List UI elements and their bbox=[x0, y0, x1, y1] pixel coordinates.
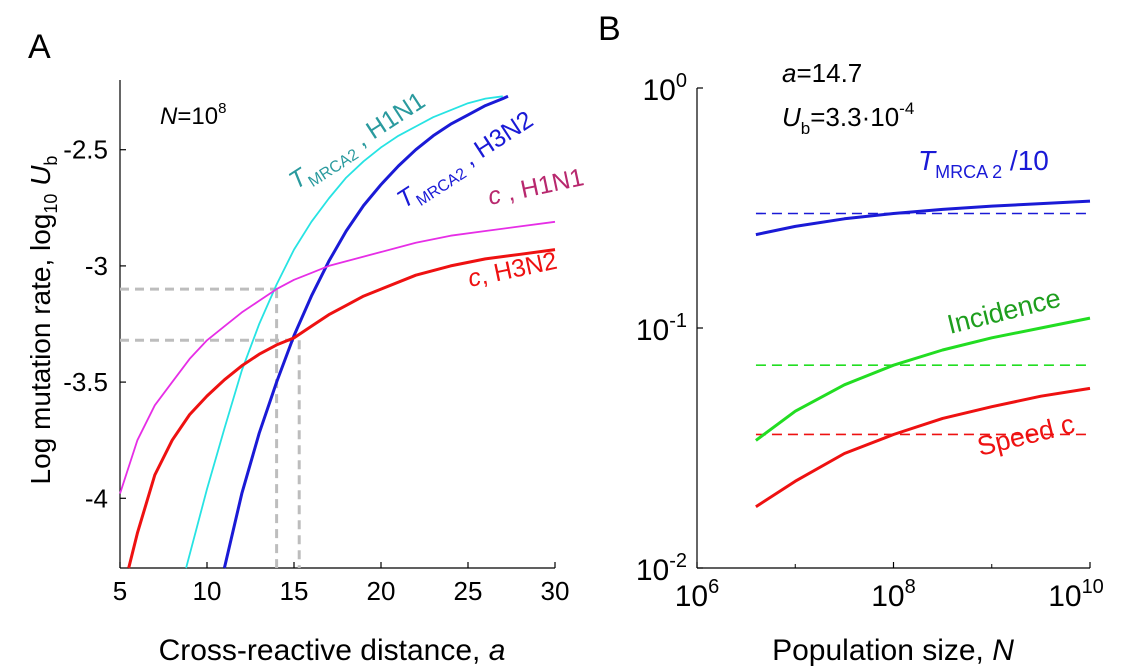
series-line-tmrca2-h1n1 bbox=[185, 95, 503, 569]
panel-a-x-ticks: 5 10 15 20 25 30 bbox=[113, 562, 570, 606]
series-line-tmrca-2-10 bbox=[755, 199, 1091, 237]
panel-b-series bbox=[755, 199, 1091, 508]
panel-a: A 5 10 15 20 25 30 -4 -3.5 -3 -2.5 N=108 TMRCA2 … bbox=[25, 28, 586, 667]
y-tick-label-2: 100 bbox=[643, 70, 688, 107]
panel-b-letter: B bbox=[598, 10, 621, 48]
panel-a-x-label: Cross-reactive distance, a bbox=[159, 634, 506, 667]
label-speed-c: Speed c bbox=[974, 409, 1077, 462]
y-tick-label-0: 10-2 bbox=[636, 550, 687, 587]
y-tick-label-1: -3.5 bbox=[63, 367, 108, 397]
x-tick-label-15: 15 bbox=[280, 576, 309, 606]
x-tick-label-10: 10 bbox=[193, 576, 222, 606]
panel-b-reference-lines bbox=[755, 212, 1090, 436]
svg-text:TMRCA2 , H1N1: TMRCA2 , H1N1 bbox=[284, 87, 433, 200]
y-tick-label-2: -3 bbox=[85, 251, 108, 281]
label-incidence: Incidence bbox=[944, 283, 1063, 340]
panel-b-ub-annotation: Ub=3.3·10-4 bbox=[782, 99, 914, 138]
x-tick-label-0: 106 bbox=[675, 576, 720, 613]
label-tmrca2-h1n1: TMRCA2 , H1N1 bbox=[284, 87, 433, 200]
label-c-h1n1: c , H1N1 bbox=[485, 163, 586, 211]
series-line-c-h3n2 bbox=[127, 248, 556, 569]
x-tick-label-25: 25 bbox=[454, 576, 483, 606]
x-tick-label-1: 108 bbox=[871, 576, 916, 613]
x-tick-label-20: 20 bbox=[367, 576, 396, 606]
svg-text:Speed c: Speed c bbox=[974, 409, 1077, 462]
panel-a-y-label: Log mutation rate, log10 Ub bbox=[25, 156, 61, 485]
panel-a-guides bbox=[120, 287, 301, 568]
svg-text:Incidence: Incidence bbox=[944, 283, 1063, 340]
svg-text:c , H1N1: c , H1N1 bbox=[485, 163, 586, 211]
panel-b-y-ticks: 10-2 10-1 100 bbox=[636, 70, 703, 587]
y-tick-label-0: -4 bbox=[85, 483, 108, 513]
y-tick-label-3: -2.5 bbox=[63, 135, 108, 165]
x-tick-label-5: 5 bbox=[113, 576, 127, 606]
x-tick-label-30: 30 bbox=[541, 576, 570, 606]
series-line-incidence bbox=[755, 316, 1091, 442]
label-tmrca2-over-10: TMRCA 2 /10 bbox=[918, 145, 1049, 182]
svg-text:c, H3N2: c, H3N2 bbox=[465, 247, 559, 293]
panel-a-n-annotation: N=108 bbox=[160, 100, 226, 130]
series-line-speed-c bbox=[755, 386, 1091, 508]
label-c-h3n2: c, H3N2 bbox=[465, 247, 559, 293]
series-line-tmrca2-h3n2 bbox=[222, 94, 509, 569]
panel-b-a-annotation: a=14.7 bbox=[782, 58, 862, 88]
panel-a-series bbox=[119, 94, 556, 569]
panel-a-y-ticks: -4 -3.5 -3 -2.5 bbox=[63, 135, 126, 513]
y-tick-label-1: 10-1 bbox=[636, 310, 687, 347]
x-tick-label-2: 1010 bbox=[1048, 576, 1104, 613]
panel-b: B 106 108 1010 10-2 10-1 100 a=14.7 Ub=3.3·1… bbox=[598, 10, 1104, 667]
panel-b-x-label: Population size, N bbox=[772, 634, 1014, 667]
series-line-c-h1n1 bbox=[119, 220, 556, 494]
panel-a-letter: A bbox=[28, 28, 51, 66]
panel-b-x-ticks: 106 108 1010 bbox=[675, 562, 1104, 613]
